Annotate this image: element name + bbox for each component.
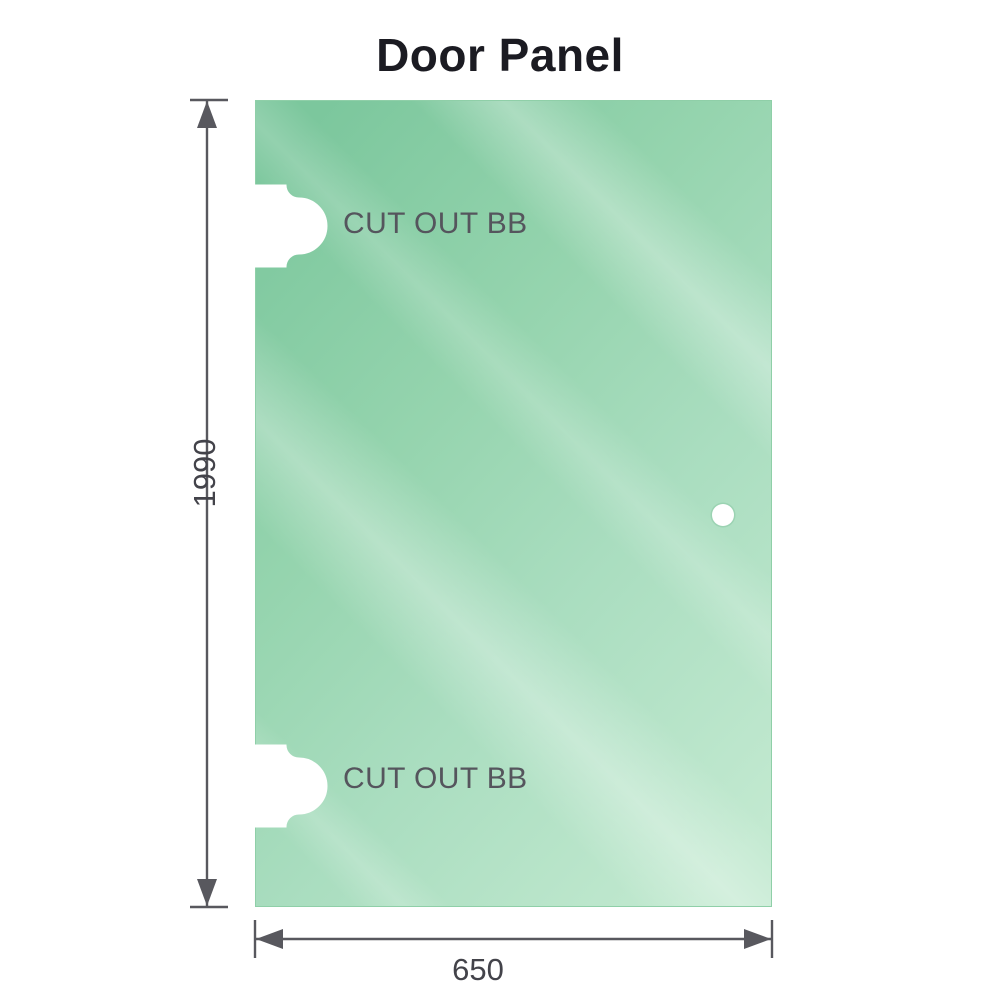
dim-h-arrow-left bbox=[256, 929, 283, 949]
dimension-width-label: 650 bbox=[452, 952, 504, 987]
cutout-bottom bbox=[255, 744, 328, 828]
dim-v-arrow-top bbox=[197, 101, 217, 128]
panel-graphic bbox=[255, 100, 772, 907]
dimension-height-label: 1990 bbox=[187, 438, 222, 508]
dim-v-arrow-bottom bbox=[197, 879, 217, 906]
glass-fill bbox=[255, 100, 772, 907]
handle-hole bbox=[710, 502, 736, 528]
glass-door-panel bbox=[255, 100, 772, 907]
cutout-label-bottom: CUT OUT BB bbox=[343, 762, 528, 795]
dim-h-arrow-right bbox=[744, 929, 771, 949]
cutout-label-top: CUT OUT BB bbox=[343, 207, 528, 240]
cutout-top bbox=[255, 184, 328, 268]
page-title: Door Panel bbox=[376, 29, 624, 81]
panel-outline bbox=[255, 100, 772, 907]
